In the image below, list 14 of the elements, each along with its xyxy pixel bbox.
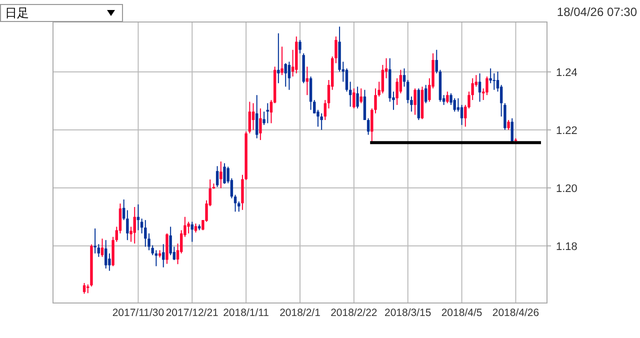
x-tick-label: 2018/4/5	[441, 307, 482, 319]
y-tick-label: 1.18	[556, 240, 578, 253]
x-tick-label: 2018/1/11	[223, 307, 270, 319]
x-tick-label: 2018/2/22	[330, 307, 378, 319]
x-tick-label: 2018/2/1	[280, 307, 321, 319]
x-tick-label: 2017/12/21	[166, 307, 219, 319]
x-tick-label: 2018/3/15	[384, 307, 432, 319]
y-tick-label: 1.20	[556, 182, 578, 195]
y-tick-label: 1.24	[556, 66, 578, 79]
x-tick-label: 2018/4/26	[492, 307, 540, 319]
text: 日足	[5, 6, 29, 20]
y-tick-label: 1.22	[556, 124, 578, 137]
x-tick-label: 2017/11/30	[112, 307, 164, 319]
text: 18/04/26 07:30	[556, 5, 638, 19]
